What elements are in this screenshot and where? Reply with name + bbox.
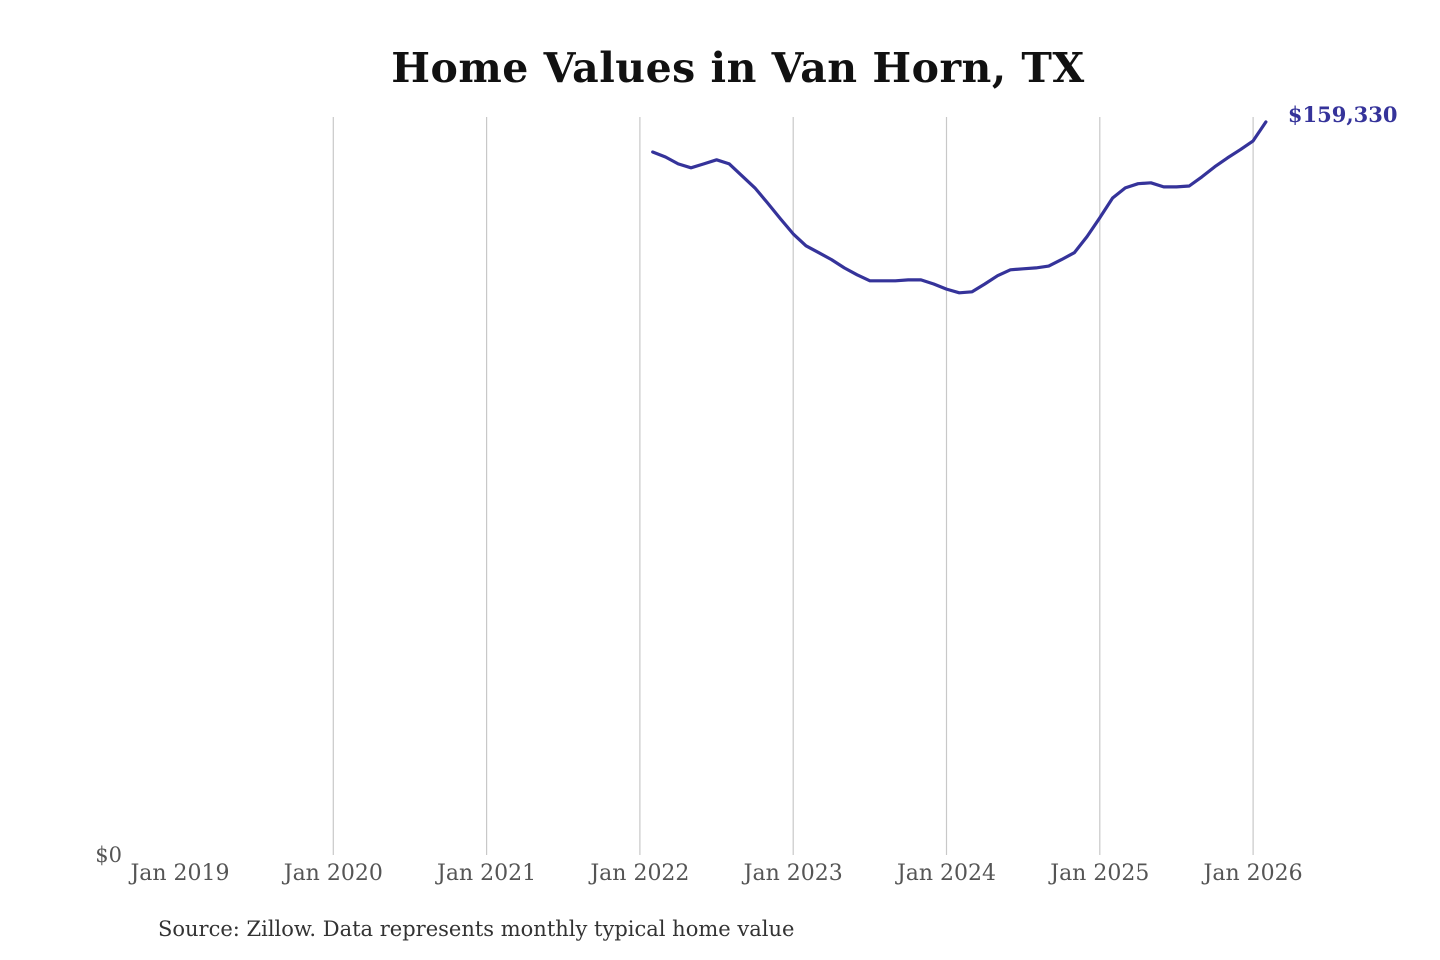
x-tick-label: Jan 2022 — [588, 861, 689, 886]
x-tick-label: Jan 2019 — [128, 861, 229, 886]
x-tick-label: Jan 2020 — [282, 861, 383, 886]
x-tick-label: Jan 2024 — [895, 861, 996, 886]
end-value-label: $159,330 — [1288, 102, 1398, 127]
x-tick-label: Jan 2023 — [742, 861, 843, 886]
series-line — [651, 120, 1268, 295]
x-tick-label: Jan 2026 — [1202, 861, 1303, 886]
source-note: Source: Zillow. Data represents monthly … — [158, 917, 795, 941]
x-tick-label: Jan 2021 — [435, 861, 536, 886]
x-tick-label: Jan 2025 — [1048, 861, 1149, 886]
chart-title: Home Values in Van Horn, TX — [391, 44, 1085, 92]
y-tick-label: $0 — [95, 843, 122, 867]
